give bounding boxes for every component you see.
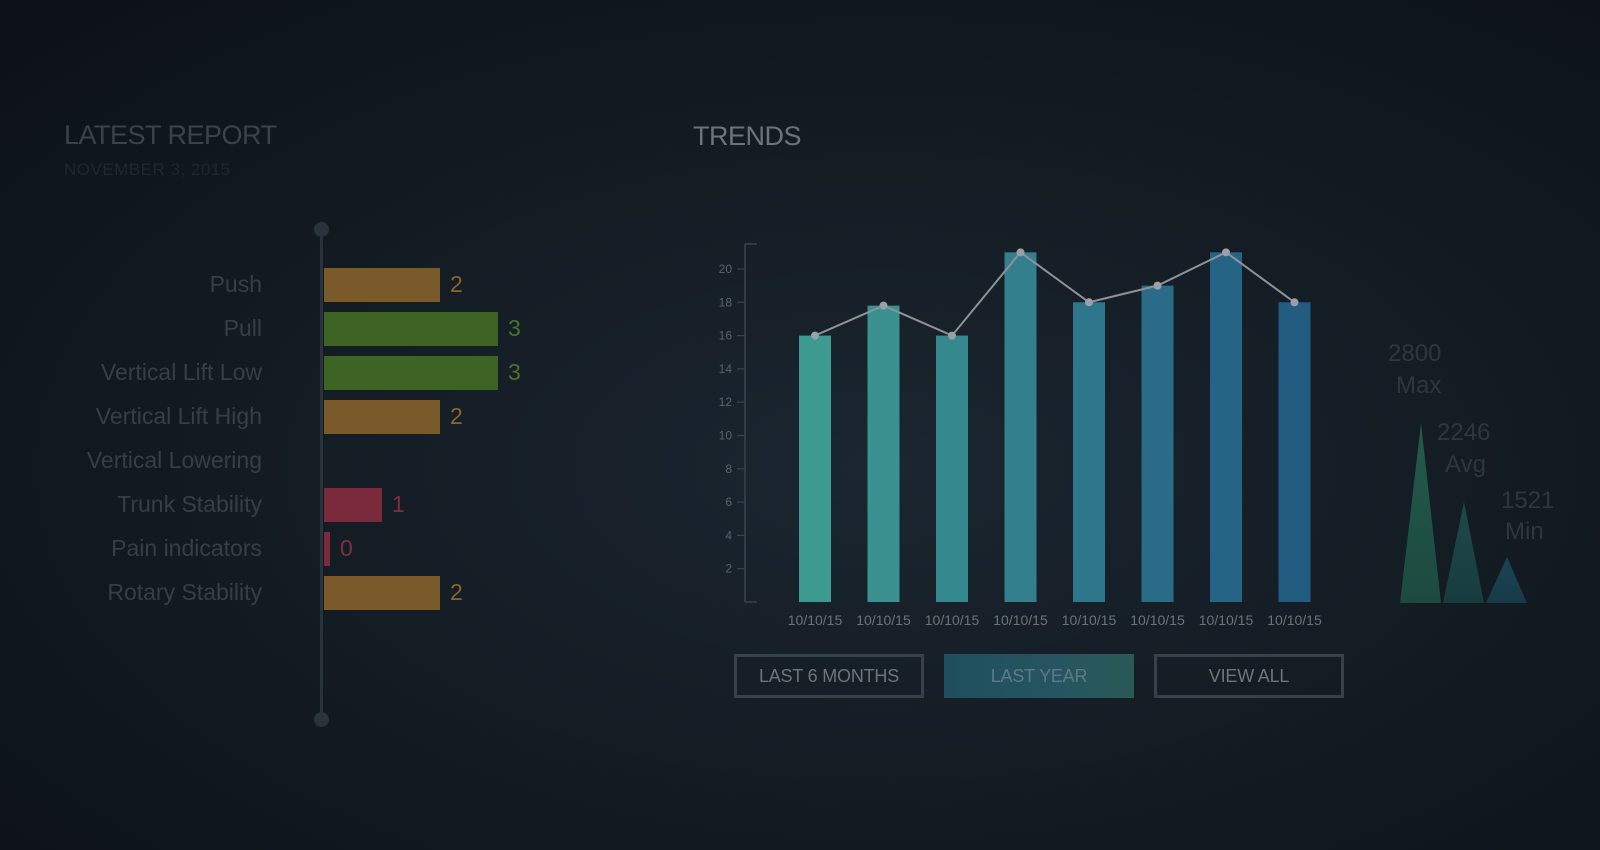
metric-value: 1: [392, 491, 405, 517]
metric-bar: [324, 312, 498, 346]
axis-top-dot: [314, 222, 329, 237]
y-tick-label: 10: [719, 428, 733, 442]
metric-label: Rotary Stability: [107, 579, 262, 605]
stats-triangles: [1400, 423, 1527, 603]
metric-value: 2: [450, 403, 463, 429]
metric-value: 3: [508, 315, 521, 341]
x-tick-label: 10/10/15: [1062, 612, 1117, 628]
chart-bar: [867, 305, 900, 602]
metric-row: Vertical Lift High 2: [0, 400, 560, 434]
y-tick-label: 8: [725, 462, 732, 476]
trends-title: TRENDS: [693, 121, 802, 151]
chart-bar: [1004, 252, 1037, 603]
y-tick-label: 2: [725, 562, 732, 576]
metric-label: Vertical Lift Low: [100, 359, 262, 385]
stat-max-value: 2800: [1388, 340, 1442, 367]
trend-point: [879, 301, 888, 310]
metric-label: Vertical Lift High: [95, 403, 262, 429]
metric-value: 3: [508, 359, 521, 385]
metric-bar: [324, 576, 440, 610]
y-tick-label: 18: [719, 295, 733, 309]
trend-point: [948, 331, 956, 340]
stat-min-triangle: [1486, 557, 1527, 603]
metric-label: Pull: [223, 315, 262, 341]
chart-bar: [1278, 302, 1311, 602]
latest-report-title: LATEST REPORT: [64, 120, 277, 150]
metric-value: 0: [340, 535, 353, 561]
y-tick-label: 16: [719, 329, 733, 343]
stat-min-label: Min: [1505, 518, 1544, 545]
metric-row: Pain indicators 0: [0, 532, 560, 566]
y-tick-label: 14: [719, 362, 733, 376]
report-axis-line: [320, 229, 323, 719]
last-year-button[interactable]: LAST YEAR: [944, 654, 1134, 698]
x-tick-label: 10/10/15: [1267, 612, 1322, 628]
metric-row: Push 2: [0, 268, 560, 302]
stat-avg-value: 2246: [1437, 419, 1491, 446]
metric-bar: [324, 400, 440, 434]
metric-label: Push: [209, 271, 262, 297]
metric-bar: [324, 268, 440, 302]
trend-point: [1222, 248, 1230, 257]
trend-point: [1085, 298, 1093, 307]
metric-label: Pain indicators: [111, 535, 262, 561]
chart-bar: [1210, 252, 1242, 603]
x-tick-label: 10/10/15: [1199, 612, 1254, 628]
stat-avg-label: Avg: [1445, 451, 1486, 478]
trend-point: [1016, 248, 1025, 257]
x-tick-label: 10/10/15: [1130, 612, 1185, 628]
trend-line: [814, 250, 1296, 337]
metric-label: Trunk Stability: [117, 491, 262, 517]
trend-point: [811, 331, 819, 340]
stat-max-label: Max: [1396, 372, 1442, 399]
axis-bottom-dot: [314, 712, 329, 727]
y-tick-label: 6: [725, 495, 732, 509]
metric-value: 2: [450, 271, 463, 297]
metric-row: Rotary Stability 2: [0, 576, 560, 610]
metric-bar: [324, 488, 382, 522]
metric-bar: [324, 356, 498, 390]
metric-label: Vertical Lowering: [86, 447, 262, 473]
metric-row: Pull 3: [0, 312, 560, 346]
metric-bar: [324, 532, 330, 566]
view-all-button[interactable]: VIEW ALL: [1154, 654, 1344, 698]
trend-point: [1290, 298, 1299, 307]
stat-min-value: 1521: [1501, 487, 1555, 514]
metric-value: 2: [450, 579, 463, 605]
x-tick-label: 10/10/15: [993, 612, 1048, 628]
chart-bar: [1141, 285, 1174, 602]
chart-bar: [936, 335, 968, 602]
metric-row: Vertical Lift Low 3: [0, 356, 560, 390]
y-tick-label: 20: [719, 262, 733, 276]
last-6-months-button[interactable]: LAST 6 MONTHS: [734, 654, 924, 698]
y-tick-label: 4: [725, 528, 732, 542]
stat-max-triangle: [1400, 423, 1441, 603]
trend-point: [1153, 281, 1162, 290]
x-tick-label: 10/10/15: [925, 612, 980, 628]
metric-row: Trunk Stability 1: [0, 488, 560, 522]
metric-row: Vertical Lowering: [0, 444, 560, 478]
x-tick-label: 10/10/15: [856, 612, 911, 628]
chart-bar: [1073, 302, 1105, 602]
y-tick-label: 12: [719, 395, 733, 409]
chart-bar: [799, 335, 831, 602]
stat-avg-triangle: [1443, 502, 1484, 603]
report-date: NOVEMBER 3, 2015: [64, 160, 231, 179]
x-tick-label: 10/10/15: [788, 612, 843, 628]
